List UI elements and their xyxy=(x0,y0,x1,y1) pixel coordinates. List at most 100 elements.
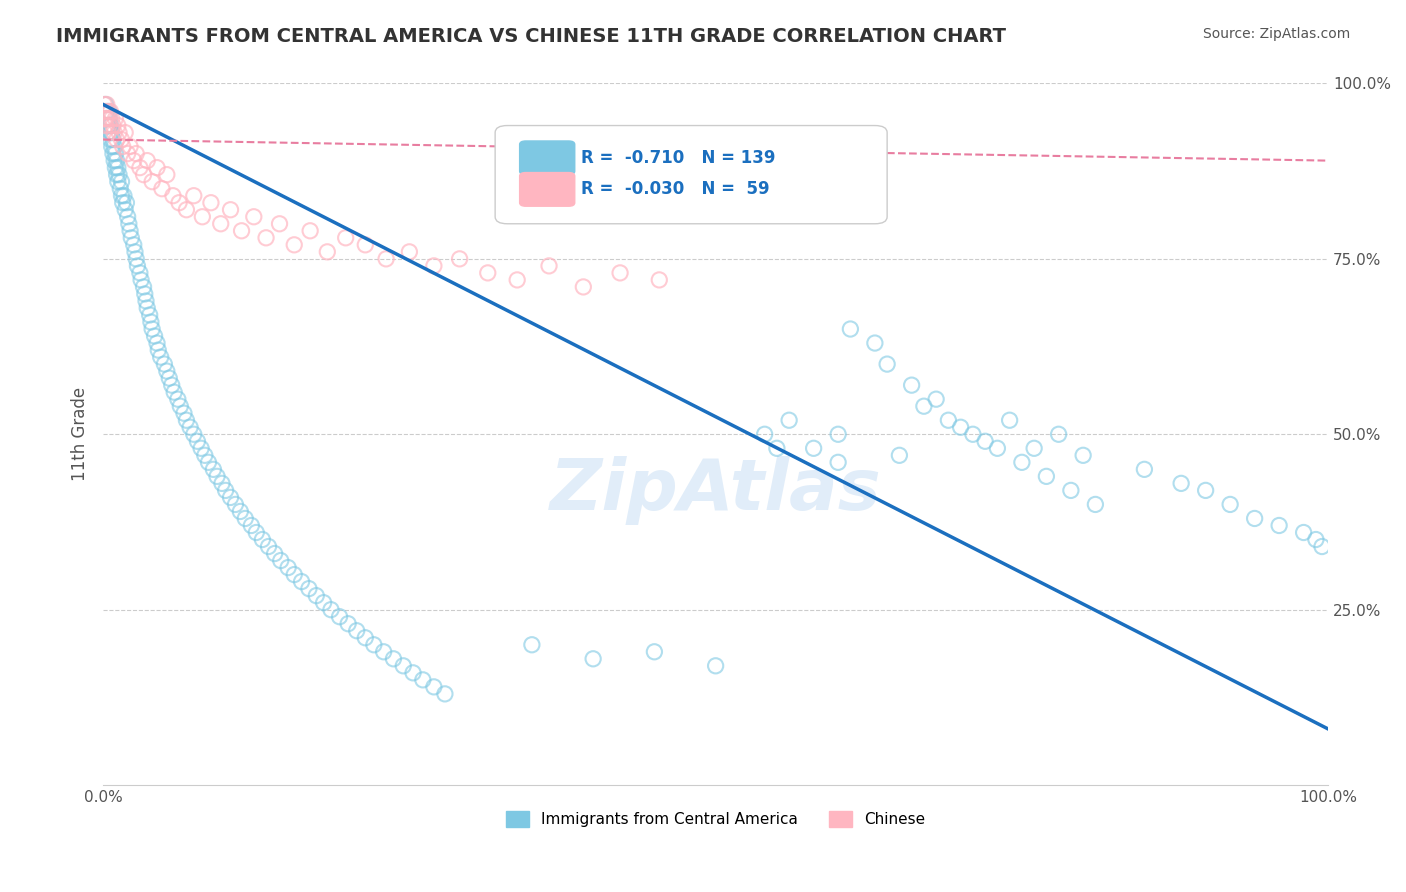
Point xyxy=(166,392,188,407)
Point xyxy=(132,168,155,182)
Point xyxy=(889,448,911,462)
Point xyxy=(96,104,118,119)
Point xyxy=(433,687,456,701)
Point xyxy=(107,161,129,175)
Point xyxy=(354,631,377,645)
Point xyxy=(839,322,862,336)
Point xyxy=(146,336,169,351)
Point xyxy=(200,195,222,210)
Point xyxy=(1071,448,1094,462)
Point xyxy=(316,244,339,259)
Point xyxy=(97,126,120,140)
Point xyxy=(179,420,201,434)
Point xyxy=(97,126,120,140)
Point xyxy=(283,237,305,252)
Point xyxy=(912,399,935,413)
Point xyxy=(153,357,176,371)
Point xyxy=(122,153,145,168)
Point xyxy=(183,188,205,202)
Point xyxy=(94,97,117,112)
Point xyxy=(1170,476,1192,491)
Point xyxy=(173,406,195,420)
Text: R =  -0.030   N =  59: R = -0.030 N = 59 xyxy=(581,179,769,198)
Point xyxy=(111,195,134,210)
Point xyxy=(778,413,800,427)
Point xyxy=(827,427,849,442)
Point xyxy=(209,217,232,231)
Point xyxy=(104,161,127,175)
Point xyxy=(163,385,186,400)
Point xyxy=(108,168,131,182)
Point xyxy=(94,119,117,133)
Text: R =  -0.710   N = 139: R = -0.710 N = 139 xyxy=(581,149,775,167)
Point xyxy=(132,280,155,294)
Point xyxy=(190,442,212,456)
Point xyxy=(938,413,960,427)
Point xyxy=(120,224,142,238)
Point xyxy=(1084,498,1107,512)
Point xyxy=(191,210,214,224)
Point xyxy=(149,350,172,364)
Point xyxy=(337,616,360,631)
Point xyxy=(1194,483,1216,498)
Point xyxy=(269,217,291,231)
Point xyxy=(1305,533,1327,547)
Point xyxy=(128,266,150,280)
Point xyxy=(100,126,122,140)
Point xyxy=(98,112,121,126)
Point xyxy=(354,237,377,252)
Point xyxy=(214,483,236,498)
Point xyxy=(136,153,159,168)
Point xyxy=(169,399,191,413)
Point xyxy=(96,112,118,126)
Point xyxy=(124,244,146,259)
Point xyxy=(986,442,1008,456)
Point xyxy=(609,266,631,280)
Point xyxy=(900,378,922,392)
Point xyxy=(100,126,122,140)
Point xyxy=(1133,462,1156,476)
Point xyxy=(270,553,292,567)
Point xyxy=(157,371,180,385)
Point xyxy=(100,139,122,153)
Point xyxy=(373,645,395,659)
Point xyxy=(101,119,124,133)
Point xyxy=(582,652,605,666)
Point xyxy=(103,139,125,153)
Point xyxy=(477,266,499,280)
Point xyxy=(120,139,142,153)
Point xyxy=(115,195,138,210)
Point xyxy=(100,132,122,146)
Point xyxy=(1011,455,1033,469)
Point xyxy=(283,567,305,582)
Point xyxy=(245,525,267,540)
Point xyxy=(118,217,141,231)
Point xyxy=(111,139,134,153)
Y-axis label: 11th Grade: 11th Grade xyxy=(72,387,89,482)
Point xyxy=(298,582,321,596)
Point xyxy=(277,560,299,574)
Text: ZipAtlas: ZipAtlas xyxy=(550,456,882,524)
Point xyxy=(146,161,169,175)
Point xyxy=(93,97,115,112)
Point xyxy=(520,638,543,652)
Point xyxy=(537,259,560,273)
Point xyxy=(412,673,434,687)
Point xyxy=(105,168,128,182)
Point xyxy=(398,244,420,259)
Point xyxy=(100,112,122,126)
Point xyxy=(143,329,166,343)
Point xyxy=(219,202,242,217)
Point xyxy=(312,596,335,610)
Point xyxy=(329,609,352,624)
Point xyxy=(766,442,789,456)
Point xyxy=(1060,483,1083,498)
Point xyxy=(998,413,1021,427)
Point xyxy=(98,112,121,126)
Point xyxy=(754,427,776,442)
Point xyxy=(863,336,886,351)
Point xyxy=(305,589,328,603)
Point xyxy=(98,119,121,133)
FancyBboxPatch shape xyxy=(520,141,575,175)
Point xyxy=(319,602,342,616)
